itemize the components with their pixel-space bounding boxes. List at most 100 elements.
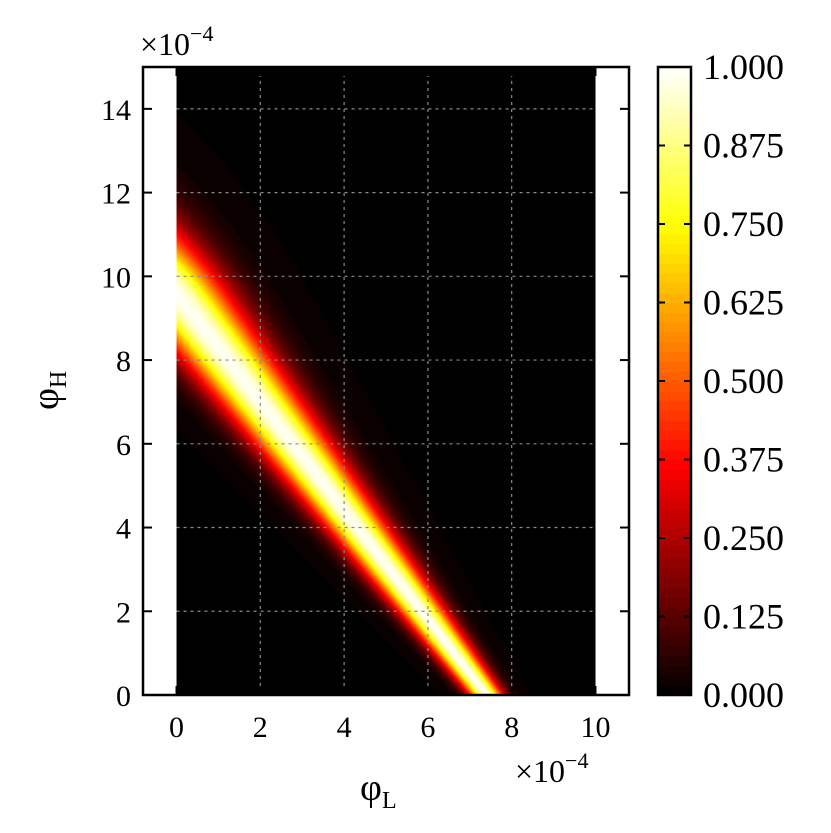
x-ticks: 0 2 4 6 8 10	[169, 67, 610, 744]
colorbar-band	[658, 106, 691, 117]
colorbar-band	[658, 567, 691, 578]
colorbar-band	[658, 577, 691, 588]
colorbar-band	[658, 459, 691, 470]
x-tick-label: 10	[580, 711, 610, 744]
colorbar-tick-label: 0.375	[703, 440, 784, 480]
colorbar-band	[658, 488, 691, 500]
colorbar-band	[658, 273, 691, 284]
y-tick-label: 8	[116, 345, 131, 378]
colorbar-band	[658, 371, 691, 382]
colorbar-band	[658, 469, 691, 480]
colorbar-band	[658, 282, 691, 294]
colorbar-band	[658, 155, 691, 166]
colorbar-band	[658, 557, 691, 569]
colorbar-band	[658, 233, 691, 245]
colorbar-tick-label: 0.750	[703, 204, 784, 244]
x-tick-label: 4	[337, 711, 352, 744]
colorbar-band	[658, 135, 691, 147]
colorbar-band	[658, 312, 691, 323]
colorbar-tick-label: 0.875	[703, 126, 784, 166]
colorbar-band	[658, 194, 691, 205]
y-ticks: 0 2 4 6 8 10 12 14	[101, 94, 629, 713]
y-tick-label: 4	[116, 513, 131, 546]
x-tick-label: 8	[504, 711, 519, 744]
colorbar-tick-label: 1.000	[703, 47, 784, 87]
colorbar-band	[658, 263, 691, 274]
colorbar-band	[658, 665, 691, 676]
colorbar-band	[658, 675, 691, 686]
colorbar-band	[658, 214, 691, 225]
colorbar-band	[658, 606, 691, 618]
y-tick-label: 14	[101, 94, 131, 127]
colorbar-band	[658, 302, 691, 313]
colorbar-band	[658, 439, 691, 451]
y-axis-title: φH	[25, 371, 72, 410]
colorbar-band	[658, 400, 691, 412]
colorbar-band	[658, 116, 691, 127]
colorbar-band	[658, 96, 691, 107]
colorbar-band	[658, 361, 691, 372]
x-tick-label: 6	[420, 711, 435, 744]
colorbar-band	[658, 508, 691, 519]
plot-frame	[141, 65, 631, 697]
colorbar-ticks: 0.000 0.125 0.250 0.375 0.500 0.625 0.750 0.875…	[658, 47, 784, 715]
colorbar-band	[658, 390, 691, 402]
colorbar-band	[658, 518, 691, 529]
colorbar-tick-label: 0.250	[703, 518, 784, 558]
y-tick-label: 6	[116, 429, 131, 462]
x-axis-multiplier: ×10−4	[515, 748, 588, 789]
x-tick-label: 2	[253, 711, 268, 744]
colorbar-band	[658, 145, 691, 156]
colorbar-band	[658, 538, 691, 549]
y-tick-label: 10	[101, 261, 131, 294]
colorbar-band	[658, 204, 691, 215]
colorbar-band	[658, 528, 691, 539]
colorbar-band	[658, 645, 691, 657]
colorbar-tick-label: 0.000	[703, 675, 784, 715]
y-axis-multiplier: ×10−4	[140, 21, 213, 62]
colorbar-band	[658, 341, 691, 353]
colorbar-band	[658, 322, 691, 333]
colorbar-band	[658, 125, 691, 137]
colorbar-band	[658, 243, 691, 255]
x-axis-title: φL	[360, 767, 397, 814]
colorbar-band	[658, 67, 691, 78]
colorbar-tick-label: 0.125	[703, 597, 784, 637]
colorbar-band	[658, 184, 691, 196]
colorbar-tick-label: 0.500	[703, 361, 784, 401]
colorbar-band	[658, 331, 691, 343]
colorbar-band	[658, 224, 691, 235]
colorbar-band	[658, 626, 691, 637]
colorbar-band	[658, 596, 691, 608]
colorbar-band	[658, 253, 691, 264]
colorbar-band	[658, 351, 691, 362]
colorbar-band	[658, 685, 691, 696]
colorbar-band	[658, 655, 691, 667]
colorbar-band	[658, 616, 691, 627]
colorbar-band	[658, 174, 691, 186]
colorbar-band	[658, 165, 691, 176]
colorbar-band	[658, 86, 691, 98]
colorbar-band	[658, 381, 691, 392]
colorbar-band	[658, 430, 691, 441]
colorbar-band	[658, 420, 691, 431]
heatmap-field	[176, 67, 596, 695]
y-tick-label: 12	[101, 178, 131, 211]
plot-area: 0 2 4 6 8 10 0 2 4 6 8 10 12 14	[101, 65, 631, 744]
colorbar-band	[658, 587, 691, 598]
colorbar-band	[658, 449, 691, 461]
colorbar-band	[658, 479, 691, 490]
x-tick-label: 0	[169, 711, 184, 744]
colorbar: 0.000 0.125 0.250 0.375 0.500 0.625 0.750 0.875…	[656, 47, 784, 715]
colorbar-tick-label: 0.625	[703, 283, 784, 323]
colorbar-band	[658, 292, 691, 304]
colorbar-band	[658, 76, 691, 88]
colorbar-band	[658, 410, 691, 421]
colorbar-band	[658, 636, 691, 647]
colorbar-band	[658, 498, 691, 510]
y-tick-label: 2	[116, 596, 131, 629]
y-tick-label: 0	[116, 680, 131, 713]
colorbar-bands	[658, 67, 691, 696]
colorbar-band	[658, 547, 691, 559]
